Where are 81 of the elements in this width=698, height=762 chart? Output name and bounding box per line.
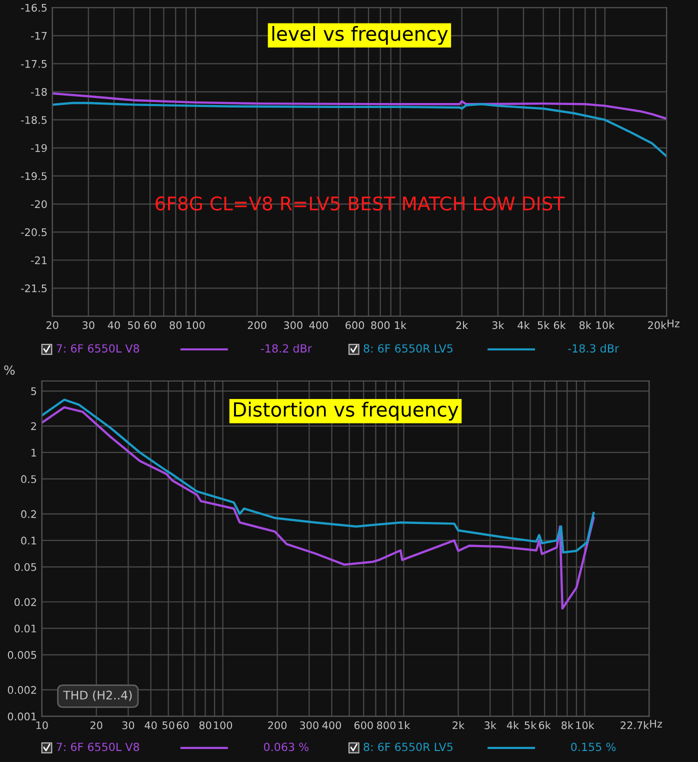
x-tick-label: 30	[82, 321, 94, 330]
x-tick-label: 40	[144, 721, 157, 730]
x-tick-label: 20	[46, 321, 58, 330]
x-tick-label: 8k	[562, 721, 574, 730]
x-tick-label: 22.7k	[620, 721, 650, 730]
x-tick-label: 20	[90, 721, 102, 730]
y-tick-label: 0.002	[8, 686, 36, 694]
text: Distortion vs frequency	[234, 402, 458, 421]
x-tick-label: 800	[377, 721, 396, 730]
text: -18.2 dBr	[260, 344, 312, 353]
x-tick-label: 2k	[452, 721, 465, 730]
text: 7: 6F 6550L V8	[56, 742, 140, 752]
y-tick-label: 0.2	[21, 510, 36, 518]
x-tick-label: 40	[108, 321, 120, 330]
y-tick-label: -19	[30, 144, 47, 152]
x-tick-label: 80	[170, 321, 182, 330]
y-axis-title: %	[4, 365, 15, 375]
x-tick-label: 400	[309, 321, 328, 330]
text: 8: 6F 6550R LV5	[364, 742, 452, 752]
x-tick-label: 100	[214, 721, 232, 730]
y-tick-label: -17	[30, 32, 47, 40]
y-tick-label: 0.5	[21, 475, 36, 484]
x-tick-label: 3k	[492, 321, 504, 330]
x-tick-label: 800	[371, 321, 390, 330]
x-tick-label: 50	[128, 321, 140, 330]
x-tick-label: 6k	[538, 721, 551, 730]
x-tick-label: 5k	[538, 321, 550, 330]
x-tick-label: 300	[284, 321, 302, 330]
y-tick-label: -21	[30, 256, 47, 264]
y-tick-label: -21.5	[21, 284, 47, 292]
text: -18.3 dBr	[568, 344, 620, 353]
y-tick-label: -17.5	[21, 60, 47, 68]
x-tick-label: 600	[346, 321, 364, 330]
y-tick-label: -20.5	[21, 228, 47, 236]
y-tick-label: -19.5	[21, 172, 47, 180]
x-tick-label: 8k	[579, 321, 592, 330]
x-tick-label: 20k	[648, 321, 667, 330]
y-tick-label: 0.001	[8, 712, 36, 720]
x-tick-label: 60	[144, 321, 156, 330]
x-tick-label: 200	[268, 721, 287, 730]
x-tick-label: 10	[36, 721, 48, 730]
x-tick-label: 60	[176, 721, 189, 730]
x-tick-label: 50	[162, 721, 174, 730]
y-tick-label: 0.005	[8, 651, 36, 659]
text: 0.063 %	[264, 742, 309, 752]
x-tick-label: 2k	[456, 321, 468, 330]
y-tick-label: 0.02	[14, 598, 36, 606]
y-tick-label: -16.5	[21, 4, 47, 12]
text: 8: 6F 6550R LV5	[364, 344, 452, 353]
x-tick-label: 400	[322, 721, 342, 730]
x-tick-label: 5k	[524, 721, 537, 730]
annotation: THD (H2..4)	[63, 690, 132, 701]
x-tick-label: 3k	[484, 721, 496, 730]
text: 7: 6F 6550L V8	[56, 344, 140, 353]
x-tick-label: 1k	[398, 721, 410, 730]
x-tick-label: 4k	[506, 721, 520, 730]
x-tick-label: 200	[248, 321, 266, 330]
text: level vs frequency	[272, 26, 448, 45]
y-tick-label: -20	[30, 200, 47, 208]
x-axis-title: Hz	[650, 720, 662, 728]
x-tick-label: 300	[300, 721, 318, 730]
x-axis-title: Hz	[668, 320, 680, 328]
x-tick-label: 30	[122, 721, 134, 730]
y-tick-label: 5	[31, 387, 36, 396]
x-tick-label: 600	[354, 721, 373, 730]
x-tick-label: 1k	[395, 321, 407, 330]
y-tick-label: 2	[31, 422, 36, 430]
y-tick-label: 1	[32, 448, 36, 456]
x-tick-label: 10k	[576, 721, 594, 730]
y-tick-label: 0.05	[14, 563, 36, 571]
y-tick-label: 0.01	[14, 624, 36, 632]
x-tick-label: 4k	[518, 321, 530, 330]
x-tick-label: 100	[186, 321, 205, 330]
annotation: 6F8G CL=V8 R=LV5 BEST MATCH LOW DIST	[156, 196, 565, 211]
x-tick-label: 80	[199, 721, 212, 730]
text: 0.155 %	[571, 742, 616, 752]
y-tick-label: -18	[30, 88, 47, 96]
y-tick-label: 0.1	[21, 536, 36, 545]
x-tick-label: 6k	[554, 321, 566, 330]
y-tick-label: -18.5	[21, 116, 47, 124]
x-tick-label: 10k	[596, 321, 615, 330]
